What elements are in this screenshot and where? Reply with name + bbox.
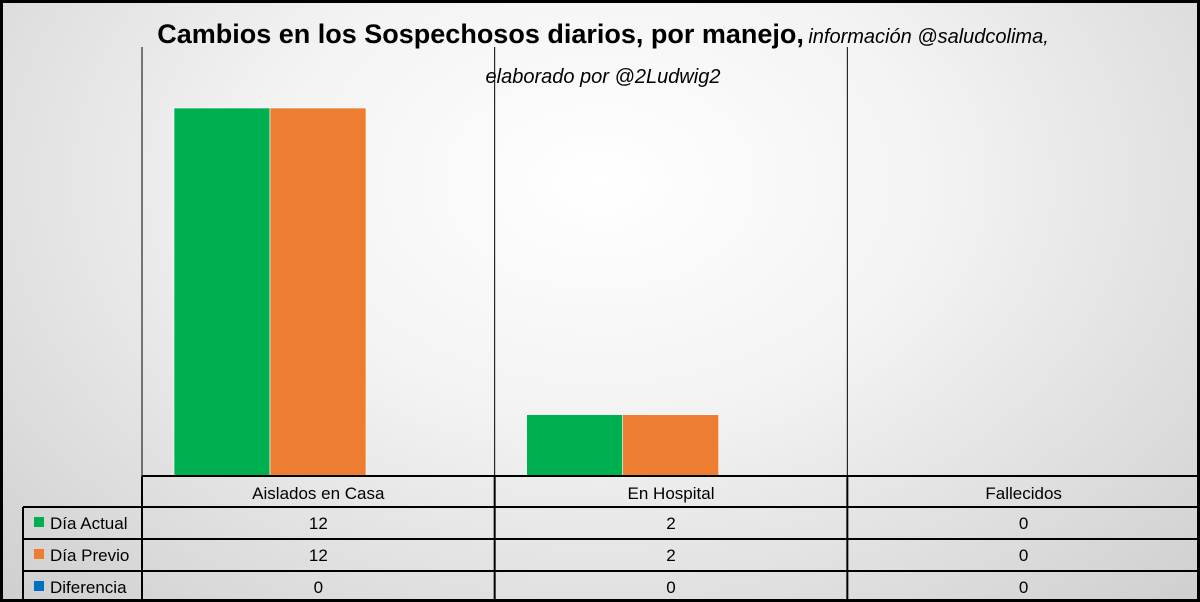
table-value-2-0: 0: [314, 578, 323, 597]
bar-dia-previo-1: [622, 414, 719, 477]
category-label-2: Fallecidos: [985, 484, 1062, 503]
chart-svg: Aislados en Casa En Hospital Fallecidos Día…: [22, 47, 1197, 599]
table-value-0-0: 12: [309, 514, 328, 533]
legend-key-1: [34, 549, 44, 559]
legend-label-1: Día Previo: [50, 546, 129, 565]
legend-label-0: Día Actual: [50, 514, 128, 533]
table-value-2-2: 0: [1019, 578, 1028, 597]
chart-title-sub-line2: elaborado por @2Ludwig2: [485, 66, 721, 88]
legend-key-0: [34, 517, 44, 527]
legend-label-2: Diferencia: [50, 578, 127, 597]
chart-title: Cambios en los Sospechosos diarios, por …: [3, 15, 1197, 98]
table-value-1-0: 12: [309, 546, 328, 565]
table-value-1-2: 0: [1019, 546, 1028, 565]
chart-title-main: Cambios en los Sospechosos diarios, por …: [157, 19, 804, 49]
chart-title-sub-line1: información @saludcolima,: [808, 26, 1049, 48]
table-value-0-1: 2: [666, 514, 675, 533]
table-value-1-1: 2: [666, 546, 675, 565]
legend-key-2: [34, 581, 44, 591]
table-value-0-2: 0: [1019, 514, 1028, 533]
bar-dia-actual-0: [173, 107, 271, 477]
bar-dia-actual-1: [526, 414, 623, 477]
bar-dia-previo-0: [269, 107, 367, 477]
category-label-1: En Hospital: [628, 484, 715, 503]
table-value-2-1: 0: [666, 578, 675, 597]
category-label-0: Aislados en Casa: [252, 484, 385, 503]
